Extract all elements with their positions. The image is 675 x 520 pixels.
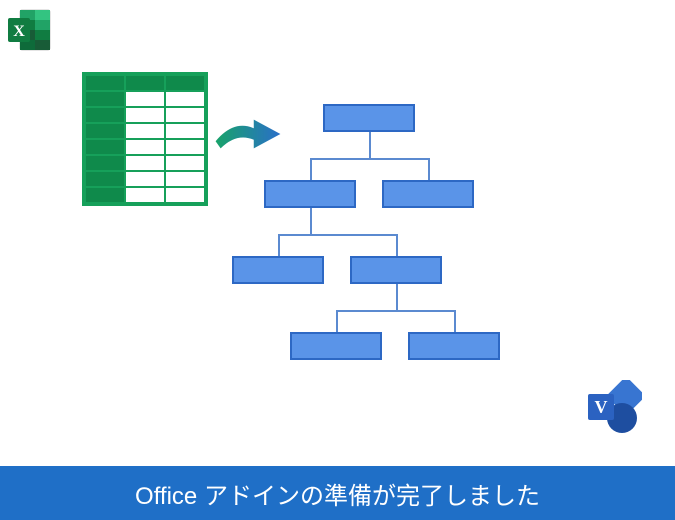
org-connector [336,310,455,312]
sheet-cell [165,139,205,155]
sheet-cell [85,155,125,171]
sheet-cell [125,155,165,171]
svg-text:V: V [595,397,608,417]
sheet-cell [85,107,125,123]
visio-icon: V [586,380,642,436]
org-connector [336,310,338,332]
sheet-cell [125,187,165,203]
sheet-cell [85,75,125,91]
sheet-cell [85,91,125,107]
org-node [290,332,382,360]
org-node [350,256,442,284]
org-node [323,104,415,132]
sheet-cell [165,187,205,203]
org-node [264,180,356,208]
org-connector [369,132,371,158]
sheet-cell [125,91,165,107]
sheet-cell [165,75,205,91]
excel-icon: X [6,6,54,59]
sheet-cell [165,171,205,187]
org-connector [454,310,456,332]
arrow-icon [212,112,284,156]
sheet-cell [85,171,125,187]
sheet-cell [165,91,205,107]
org-connector [310,158,312,180]
org-connector [396,234,398,256]
org-node [232,256,324,284]
sheet-cell [125,75,165,91]
spreadsheet-graphic [82,72,208,206]
sheet-cell [125,123,165,139]
sheet-cell [85,123,125,139]
org-connector [310,158,429,160]
sheet-cell [165,107,205,123]
sheet-cell [165,123,205,139]
sheet-cell [125,107,165,123]
sheet-cell [85,187,125,203]
sheet-cell [85,139,125,155]
sheet-cell [125,171,165,187]
sheet-cell [125,139,165,155]
org-node [408,332,500,360]
org-node [382,180,474,208]
org-connector [396,284,398,310]
org-connector [278,234,280,256]
org-connector [278,234,397,236]
sheet-cell [165,155,205,171]
diagram-canvas: X V Office アドインの準備が完了しました [0,0,675,520]
footer-text: Office アドインの準備が完了しました [135,476,540,511]
svg-text:X: X [13,23,25,40]
org-connector [428,158,430,180]
footer-banner: Office アドインの準備が完了しました [0,466,675,520]
org-connector [310,208,312,234]
